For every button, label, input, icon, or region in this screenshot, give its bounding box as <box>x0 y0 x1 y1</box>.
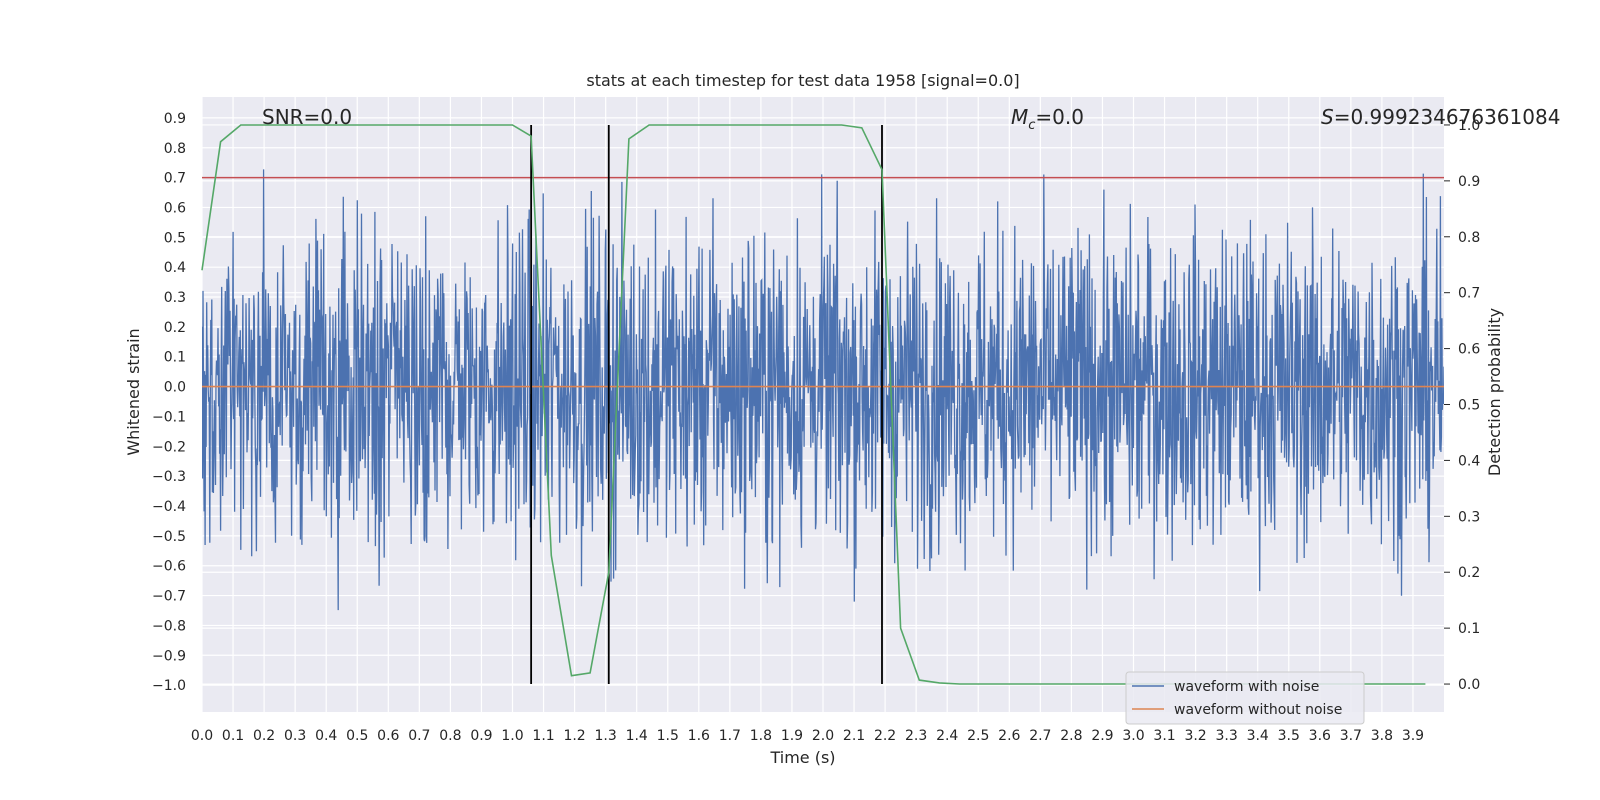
x-tick-label: 3.6 <box>1309 728 1331 744</box>
y-tick-label: 0.4 <box>164 260 186 276</box>
mc-symbol: M <box>1011 105 1028 129</box>
x-tick-label: 0.7 <box>408 728 430 744</box>
x-tick-label: 0.8 <box>439 728 461 744</box>
y-tick-label: 0.8 <box>164 141 186 157</box>
y2-axis-label: Detection probability <box>1485 308 1504 476</box>
mc-value: =0.0 <box>1035 105 1084 129</box>
y-tick-label: −0.2 <box>152 439 186 455</box>
x-tick-label: 2.1 <box>843 728 865 744</box>
y2-tick-label: 0.4 <box>1458 453 1480 469</box>
x-tick-label: 3.8 <box>1371 728 1393 744</box>
x-tick-label: 2.6 <box>998 728 1020 744</box>
y-tick-label: 0.2 <box>164 320 186 336</box>
y2-tick-label: 0.8 <box>1458 230 1480 246</box>
chart-title: stats at each timestep for test data 195… <box>586 71 1019 90</box>
x-tick-label: 1.1 <box>532 728 554 744</box>
x-tick-label: 1.2 <box>563 728 585 744</box>
y2-tick-label: 0.7 <box>1458 286 1480 302</box>
y-tick-labels: −1.0 −0.9 −0.8 −0.7 −0.6 −0.5 −0.4 −0.3 −0.2 −0.1… <box>152 111 186 694</box>
x-tick-label: 1.0 <box>501 728 523 744</box>
y-tick-label: 0.1 <box>164 350 186 366</box>
legend-box <box>1125 671 1365 725</box>
x-axis-label: Time (s) <box>769 748 835 767</box>
x-tick-label: 1.4 <box>626 728 648 744</box>
y2-tick-label: 0.5 <box>1458 398 1480 414</box>
x-tick-label: 0.1 <box>222 728 244 744</box>
vertical-markers <box>530 124 883 685</box>
snr-annotation: SNR=0.0 <box>262 105 352 129</box>
x-tick-label: 3.1 <box>1153 728 1175 744</box>
x-tick-labels: 0.0 0.1 0.2 0.3 0.4 0.5 0.6 0.7 0.8 0.9 1.0 1.1 1.2 1… <box>191 728 1424 744</box>
x-tick-label: 0.4 <box>315 728 337 744</box>
x-tick-label: 3.9 <box>1402 728 1424 744</box>
chirp-mass-annotation: Mc=0.0 <box>1011 105 1084 133</box>
x-tick-label: 2.8 <box>1060 728 1082 744</box>
y2-tick-label: 0.9 <box>1458 174 1480 190</box>
x-tick-label: 0.3 <box>284 728 306 744</box>
y-tick-label: 0.9 <box>164 111 186 127</box>
y2-tick-labels: 0.0 0.1 0.2 0.3 0.4 0.5 0.6 0.7 0.8 0.9 1.0 <box>1444 118 1480 693</box>
y-tick-label: 0.7 <box>164 171 186 187</box>
waveform-with-noise-line <box>202 169 1444 611</box>
y-tick-label: −0.1 <box>152 409 186 425</box>
x-tick-label: 0.0 <box>191 728 213 744</box>
x-tick-label: 0.5 <box>346 728 368 744</box>
y-tick-label: −0.9 <box>152 648 186 664</box>
y-tick-label: −0.4 <box>152 499 186 515</box>
y-tick-label: −0.7 <box>152 589 186 605</box>
score-annotation: S=0.999234676361084 <box>1321 105 1560 129</box>
s-value: =0.999234676361084 <box>1334 105 1561 129</box>
x-tick-label: 1.5 <box>657 728 679 744</box>
y2-tick-label: 0.0 <box>1458 677 1480 693</box>
y-tick-label: −1.0 <box>152 678 186 694</box>
x-tick-label: 3.7 <box>1340 728 1362 744</box>
y-tick-label: −0.8 <box>152 618 186 634</box>
x-tick-label: 3.0 <box>1122 728 1144 744</box>
x-tick-label: 3.4 <box>1247 728 1269 744</box>
x-tick-label: 2.4 <box>936 728 958 744</box>
x-tick-label: 3.2 <box>1184 728 1206 744</box>
x-tick-label: 1.3 <box>595 728 617 744</box>
y-tick-label: 0.3 <box>164 290 186 306</box>
y2-tick-label: 0.2 <box>1458 565 1480 581</box>
y2-tick-label: 0.1 <box>1458 621 1480 637</box>
y-tick-label: −0.3 <box>152 469 186 485</box>
y2-tick-label: 0.3 <box>1458 509 1480 525</box>
y-tick-label: 0.5 <box>164 230 186 246</box>
x-tick-label: 0.6 <box>377 728 399 744</box>
mc-subscript: c <box>1028 118 1035 133</box>
legend: waveform with noise waveform without noi… <box>1125 671 1365 725</box>
x-tick-label: 3.3 <box>1216 728 1238 744</box>
x-tick-label: 1.9 <box>781 728 803 744</box>
x-tick-label: 2.0 <box>812 728 834 744</box>
x-tick-label: 2.7 <box>1029 728 1051 744</box>
s-symbol: S <box>1321 105 1334 129</box>
y2-tick-label: 0.6 <box>1458 342 1480 358</box>
x-tick-label: 1.8 <box>750 728 772 744</box>
x-tick-label: 0.2 <box>253 728 275 744</box>
x-tick-label: 2.3 <box>905 728 927 744</box>
y-axis-label: Whitened strain <box>124 328 143 455</box>
x-tick-label: 1.7 <box>719 728 741 744</box>
legend-label-clean: waveform without noise <box>1174 702 1342 718</box>
y-tick-label: −0.5 <box>152 529 186 545</box>
x-tick-label: 0.9 <box>470 728 492 744</box>
x-tick-label: 2.9 <box>1091 728 1113 744</box>
x-tick-label: 2.2 <box>874 728 896 744</box>
y-tick-label: 0.6 <box>164 200 186 216</box>
x-tick-label: 3.5 <box>1278 728 1300 744</box>
y2-tick-label: 1.0 <box>1458 118 1480 134</box>
y-tick-label: −0.6 <box>152 559 186 575</box>
x-tick-label: 1.6 <box>688 728 710 744</box>
y-tick-label: 0.0 <box>164 380 186 396</box>
legend-label-noise: waveform with noise <box>1174 679 1319 695</box>
x-tick-label: 2.5 <box>967 728 989 744</box>
